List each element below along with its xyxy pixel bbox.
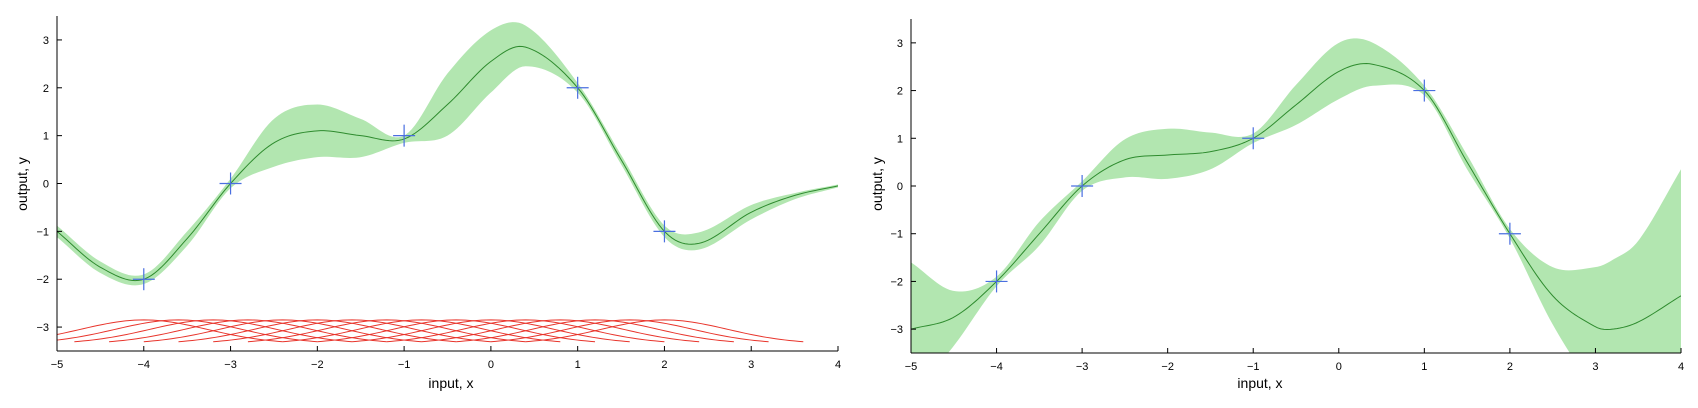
right-panel: −5 −4 −3 −2 −1 0 1 2 3 4 −3 −2 −1 0 1 2 3 input, x output,… [869, 19, 1684, 391]
basis-function-10 [352, 319, 630, 343]
y-tick-label: 3 [43, 35, 49, 47]
x-tick-label: −4 [990, 361, 1003, 373]
observation-marker [1071, 175, 1094, 197]
plot-area [57, 22, 838, 343]
x-tick-label: −3 [1076, 361, 1089, 373]
basis-function-0 [57, 319, 283, 343]
y-tick-label: −2 [36, 274, 49, 286]
x-axis-label: input, x [1237, 375, 1282, 391]
x-tick-label: −2 [1161, 361, 1174, 373]
y-axis-label: output, y [869, 157, 885, 211]
basis-function-12 [421, 319, 700, 343]
basis-function-11 [386, 319, 665, 343]
x-tick-label: 2 [1507, 361, 1513, 373]
y-tick-label: 2 [43, 83, 49, 95]
basis-function-13 [456, 319, 734, 343]
basis-function-15 [525, 319, 804, 343]
x-tick-label: 4 [1678, 361, 1684, 373]
observation-marker [653, 220, 676, 243]
observation-marker [1413, 79, 1436, 102]
left-panel: −5 −4 −3 −2 −1 0 1 2 3 4 −3 −2 −1 0 1 2 3 input, x output,… [14, 16, 841, 391]
x-tick-label: −3 [224, 359, 237, 371]
x-tick-label: −1 [1247, 361, 1260, 373]
x-tick-label: −5 [905, 361, 918, 373]
observation-marker [219, 172, 242, 195]
x-tick-label: 3 [1592, 361, 1598, 373]
observation-marker [985, 270, 1008, 293]
y-tick-label: 1 [43, 131, 49, 143]
basis-function-3 [109, 319, 387, 343]
y-tick-label: 0 [43, 179, 49, 191]
observation-marker [1242, 127, 1265, 150]
basis-function-5 [178, 319, 457, 343]
observation-marker [393, 124, 416, 147]
observation-marker [1498, 222, 1521, 245]
x-tick-label: −4 [138, 359, 151, 371]
y-tick-label: −1 [890, 229, 903, 241]
x-tick-label: −5 [51, 359, 64, 371]
y-axis-label: output, y [14, 157, 30, 211]
basis-function-1 [57, 319, 318, 343]
y-tick-label: 3 [897, 38, 903, 50]
basis-function-6 [213, 319, 491, 343]
basis-function-2 [74, 319, 353, 343]
y-tick-label: −1 [36, 226, 49, 238]
x-axis-label: input, x [428, 375, 473, 391]
x-tick-label: 1 [575, 359, 581, 371]
basis-function-14 [490, 319, 769, 343]
x-tick-label: −2 [311, 359, 324, 371]
basis-function-7 [247, 319, 526, 343]
x-tick-label: 1 [1421, 361, 1427, 373]
x-tick-label: 3 [748, 359, 754, 371]
plot-area [911, 38, 1681, 353]
y-tick-label: 1 [897, 133, 903, 145]
mean-line [57, 45, 838, 282]
y-tick-label: −2 [890, 276, 903, 288]
basis-function-9 [317, 319, 596, 343]
confidence-band [57, 22, 838, 286]
observation-marker [132, 268, 155, 291]
x-tick-label: 2 [661, 359, 667, 371]
x-tick-label: 4 [835, 359, 841, 371]
x-tick-label: 0 [1336, 361, 1342, 373]
x-tick-label: −1 [398, 359, 411, 371]
y-tick-label: −3 [36, 322, 49, 334]
x-tick-label: 0 [488, 359, 494, 371]
basis-function-4 [143, 319, 422, 343]
basis-function-8 [282, 319, 561, 343]
observation-marker [566, 76, 589, 99]
y-tick-label: −3 [890, 324, 903, 336]
y-tick-label: 2 [897, 86, 903, 98]
confidence-band [911, 38, 1681, 353]
y-tick-label: 0 [897, 181, 903, 193]
mean-line [911, 63, 1681, 331]
